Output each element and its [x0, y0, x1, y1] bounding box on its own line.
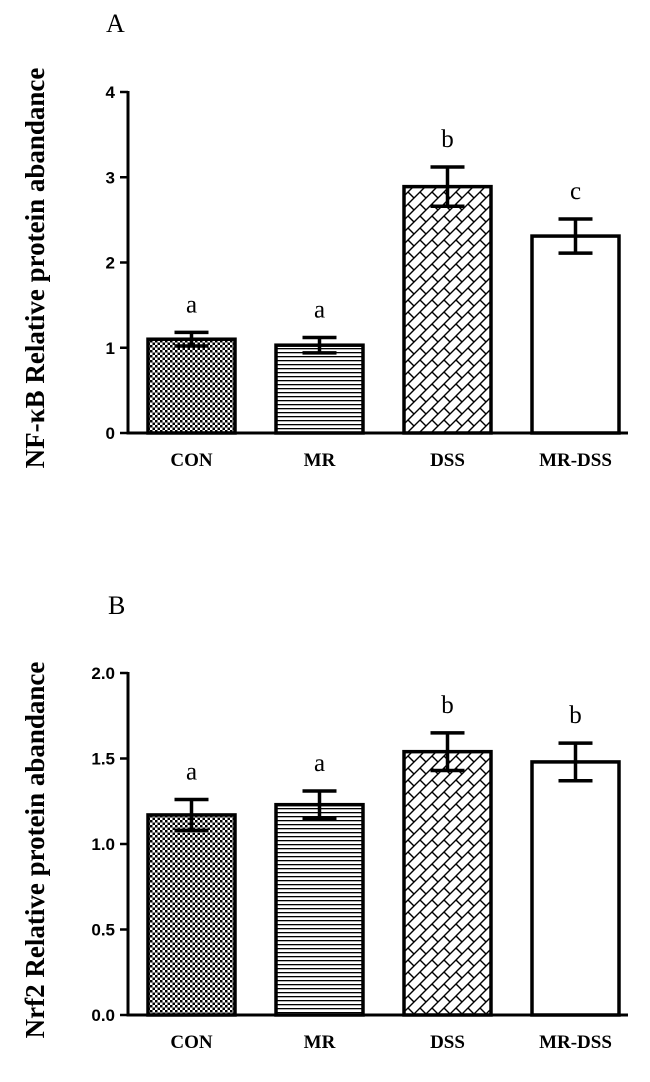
y-tick-label: 0.0 — [91, 1006, 115, 1025]
bar-con — [146, 337, 237, 435]
y-tick-label: 2.0 — [91, 664, 115, 683]
y-tick-label: 1.0 — [91, 835, 115, 854]
y-tick-label: 1.5 — [91, 750, 115, 769]
y-tick-label: 1 — [106, 339, 115, 358]
bar-mr — [274, 802, 365, 1017]
significance-letter: b — [569, 702, 582, 729]
x-axis-categories: CON MR DSS MR-DSS — [170, 450, 612, 471]
bar-mr — [274, 343, 365, 435]
bars: a a b b — [146, 692, 621, 1017]
panel-label: B — [108, 591, 125, 620]
y-axis-ticks: 0.0 0.5 1.0 1.5 2.0 — [91, 664, 128, 1025]
x-category-label: DSS — [430, 1032, 465, 1053]
axes — [126, 91, 628, 435]
x-axis-categories: CON MR DSS MR-DSS — [170, 1032, 612, 1053]
significance-letter: a — [186, 291, 197, 318]
y-tick-label: 4 — [106, 83, 116, 102]
bars: a a b c — [146, 126, 621, 435]
significance-letter: b — [441, 692, 454, 719]
x-category-label: MR-DSS — [539, 450, 612, 471]
significance-letter: b — [441, 126, 454, 153]
y-tick-label: 3 — [106, 168, 115, 187]
y-tick-label: 0.5 — [91, 921, 115, 940]
x-category-label: DSS — [430, 450, 465, 471]
x-category-label: MR — [304, 1032, 336, 1053]
bar-con — [146, 813, 237, 1017]
axes — [126, 672, 628, 1017]
y-axis-label: NF-κB Relative protein abandance — [20, 68, 50, 469]
bar-mr-dss — [530, 760, 621, 1017]
significance-letter: a — [186, 759, 197, 786]
x-category-label: CON — [170, 1032, 213, 1053]
x-category-label: MR-DSS — [539, 1032, 612, 1053]
panel-label: A — [106, 9, 125, 38]
bar-dss — [402, 184, 493, 435]
chart-panel-b: B Nrf2 Relative protein abandance 0.0 0.5… — [20, 591, 628, 1053]
x-category-label: CON — [170, 450, 213, 471]
chart-panel-a: A NF-κB Relative protein abandance 0 1 2 3 4… — [20, 9, 628, 471]
y-axis-label: Nrf2 Relative protein abandance — [20, 662, 50, 1039]
y-tick-label: 2 — [106, 254, 115, 273]
significance-letter: c — [570, 178, 581, 205]
significance-letter: a — [314, 750, 325, 777]
significance-letter: a — [314, 297, 325, 324]
bar-mr-dss — [530, 234, 621, 435]
bar-dss — [402, 749, 493, 1017]
y-axis-ticks: 0 1 2 3 4 — [106, 83, 128, 443]
x-category-label: MR — [304, 450, 336, 471]
y-tick-label: 0 — [106, 424, 115, 443]
